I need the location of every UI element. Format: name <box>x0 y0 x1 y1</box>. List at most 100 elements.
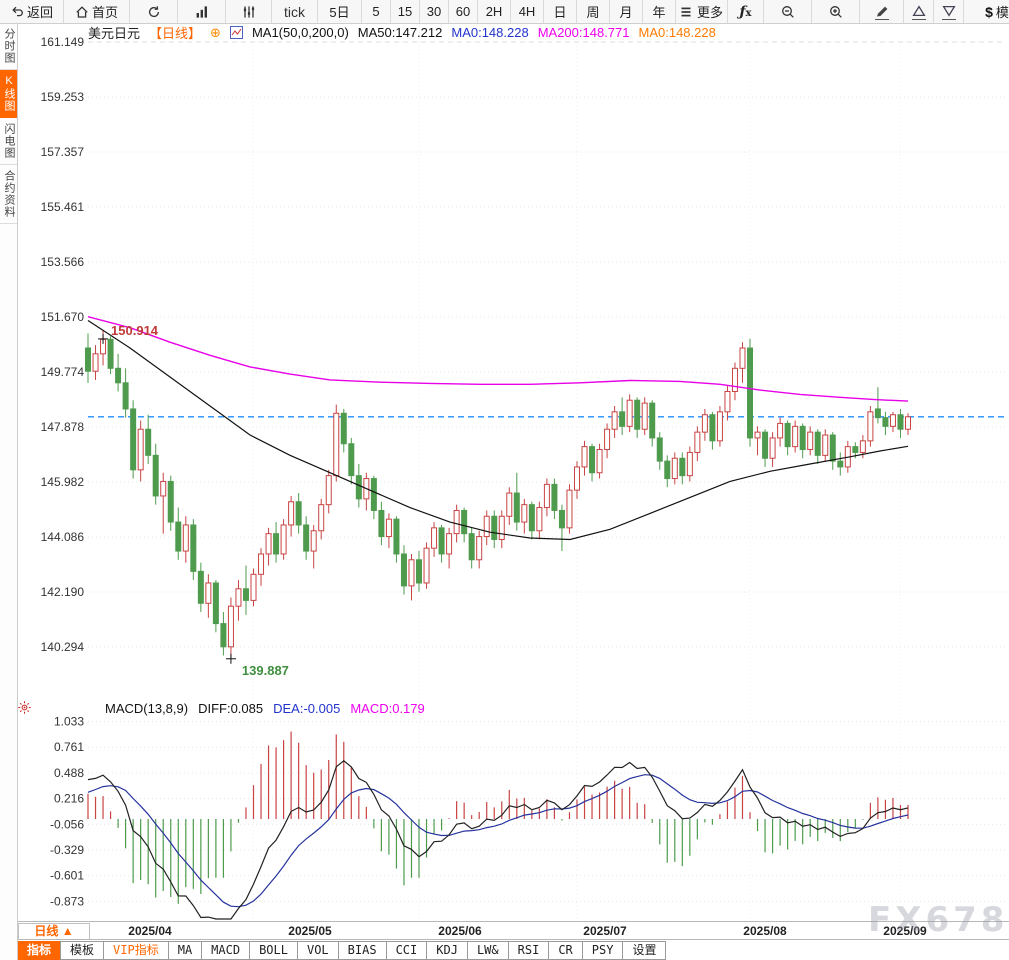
back-icon <box>10 5 24 19</box>
sidebar-tab-分时图[interactable]: 分时图 <box>0 23 17 70</box>
toolbar-m60-label: 60 <box>455 4 471 19</box>
svg-text:139.887: 139.887 <box>242 663 289 678</box>
indicator-tab-指标[interactable]: 指标 <box>17 941 62 960</box>
svg-text:155.461: 155.461 <box>41 200 85 214</box>
month-label-2025/07: 2025/07 <box>583 924 627 938</box>
toolbar-year-label: 年 <box>652 5 666 20</box>
indicator-tab-VOL[interactable]: VOL <box>296 941 339 960</box>
toolbar-home-label: 首页 <box>91 5 118 20</box>
toolbar-m30-button[interactable]: 30 <box>420 0 449 23</box>
toolbar-month-button[interactable]: 月 <box>610 0 643 23</box>
svg-text:-0.056: -0.056 <box>50 817 84 831</box>
toolbar-year-button[interactable]: 年 <box>643 0 676 23</box>
ma50-value: MA50:147.212 <box>357 25 443 40</box>
toolbar-simulate-button[interactable]: $模拟 <box>964 0 1009 23</box>
zoom-in-icon <box>829 5 843 19</box>
indicator-tab-BIAS[interactable]: BIAS <box>337 941 387 960</box>
symbol-name: 美元日元 <box>88 26 141 41</box>
toolbar-h2-button[interactable]: 2H <box>478 0 511 23</box>
svg-text:153.566: 153.566 <box>41 255 85 269</box>
toolbar-h4-button[interactable]: 4H <box>511 0 544 23</box>
pencil-icon <box>874 4 889 20</box>
toolbar-month-label: 月 <box>619 5 633 20</box>
toolbar-tri-up-button[interactable] <box>904 0 934 23</box>
mini-chart-icon[interactable] <box>229 26 243 39</box>
svg-text:0.761: 0.761 <box>54 740 84 754</box>
ma-settings-label[interactable]: MA1(50,0,200,0) <box>251 25 349 40</box>
indicator-tab-BOLL[interactable]: BOLL <box>249 941 298 960</box>
toolbar-day-label: 日 <box>553 5 567 20</box>
toolbar-m60-button[interactable]: 60 <box>449 0 478 23</box>
toolbar-tick-button[interactable]: tick <box>272 0 318 23</box>
indicator-tab-PSY[interactable]: PSY <box>581 941 624 960</box>
sidebar-tab-闪电图[interactable]: 闪电图 <box>0 118 17 165</box>
toolbar-zoom-in-button[interactable] <box>812 0 860 23</box>
toolbar-5d-button[interactable]: 5日 <box>318 0 362 23</box>
macd-diff-value: DIFF:0.085 <box>198 701 264 716</box>
toolbar-back-button[interactable]: 返回 <box>0 0 64 23</box>
ma0-blue-value: MA0:148.228 <box>451 25 529 40</box>
indicator-tab-MA[interactable]: MA <box>167 941 203 960</box>
toolbar-m15-button[interactable]: 15 <box>391 0 420 23</box>
svg-text:142.190: 142.190 <box>41 585 85 599</box>
month-label-2025/09: 2025/09 <box>883 924 927 938</box>
sliders-icon <box>242 5 256 19</box>
svg-text:0.216: 0.216 <box>54 792 84 806</box>
macd-title[interactable]: MACD(13,8,9) <box>105 701 189 716</box>
macd-value: MACD:0.179 <box>350 701 425 716</box>
svg-text:149.774: 149.774 <box>41 365 85 379</box>
indicator-tab-MACD[interactable]: MACD <box>201 941 251 960</box>
toolbar-m30-label: 30 <box>426 4 442 19</box>
toolbar-more-button[interactable]: 更多 <box>676 0 728 23</box>
ma200-value: MA200:148.771 <box>537 25 630 40</box>
svg-text:144.086: 144.086 <box>41 530 85 544</box>
toolbar-more-label: 更多 <box>696 5 723 20</box>
toolbar-tick-label: tick <box>284 3 305 20</box>
period-label: 【日线】 <box>149 26 202 41</box>
indicator-tab-LW&[interactable]: LW& <box>466 941 509 960</box>
svg-text:159.253: 159.253 <box>41 90 85 104</box>
refresh-icon <box>147 5 161 19</box>
period-selector-button[interactable]: 日线 ▲ <box>18 923 90 940</box>
indicator-tab-RSI[interactable]: RSI <box>507 941 550 960</box>
indicator-tab-KDJ[interactable]: KDJ <box>426 941 468 960</box>
svg-text:147.878: 147.878 <box>41 420 85 434</box>
indicator-tab-设置[interactable]: 设置 <box>622 941 667 960</box>
indicator-tab-CCI[interactable]: CCI <box>385 941 428 960</box>
toolbar-chart-style-button[interactable] <box>178 0 226 23</box>
toolbar-fx-button[interactable]: ƒx <box>728 0 764 23</box>
month-label-2025/08: 2025/08 <box>743 924 787 938</box>
toolbar-tri-down-button[interactable] <box>934 0 964 23</box>
month-label-2025/04: 2025/04 <box>128 924 172 938</box>
top-toolbar: 返回 首页 tick 5日 5 15 30 60 2H 4H 日 周 月 年 更多 ƒx $模拟 <box>0 0 1009 24</box>
svg-text:140.294: 140.294 <box>41 640 85 654</box>
toolbar-home-button[interactable]: 首页 <box>64 0 130 23</box>
toolbar-draw-button[interactable] <box>860 0 904 23</box>
toolbar-day-button[interactable]: 日 <box>544 0 577 23</box>
toolbar-h2-label: 2H <box>485 4 503 19</box>
sidebar-tab-K线图[interactable]: K线图 <box>0 70 17 118</box>
indicator-tab-模板[interactable]: 模板 <box>60 941 105 960</box>
month-label-2025/05: 2025/05 <box>288 924 332 938</box>
zoom-out-icon <box>781 5 795 19</box>
toolbar-indicator-set-button[interactable] <box>226 0 272 23</box>
toolbar-m5-button[interactable]: 5 <box>362 0 391 23</box>
month-label-2025/06: 2025/06 <box>438 924 482 938</box>
toolbar-5d-label: 5日 <box>329 5 350 20</box>
svg-text:-0.329: -0.329 <box>50 843 84 857</box>
svg-text:-0.601: -0.601 <box>50 869 84 883</box>
home-icon <box>75 5 89 19</box>
fx-icon: ƒx <box>739 3 752 20</box>
svg-text:161.149: 161.149 <box>41 35 85 49</box>
indicator-tab-CR[interactable]: CR <box>548 941 583 960</box>
toolbar-refresh-button[interactable] <box>130 0 178 23</box>
chart-header: 美元日元 【日线】 ⊕ MA1(50,0,200,0) MA50:147.212… <box>88 24 716 42</box>
macd-settings-icon[interactable] <box>18 701 31 719</box>
macd-header: MACD(13,8,9) DIFF:0.085 DEA:-0.005 MACD:… <box>105 701 425 716</box>
toolbar-m5-label: 5 <box>372 4 380 19</box>
sidebar-tab-合约资料[interactable]: 合约资料 <box>0 165 17 224</box>
add-symbol-icon[interactable]: ⊕ <box>210 24 221 40</box>
indicator-tab-VIP指标[interactable]: VIP指标 <box>103 941 169 960</box>
toolbar-week-button[interactable]: 周 <box>577 0 610 23</box>
toolbar-zoom-out-button[interactable] <box>764 0 812 23</box>
